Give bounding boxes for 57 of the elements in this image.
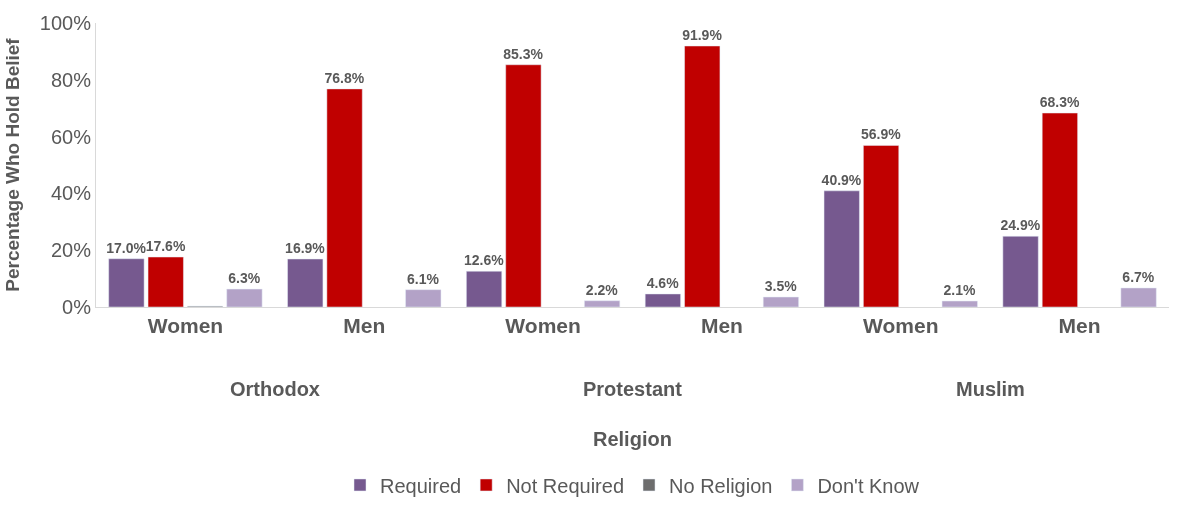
y-tick-label: 60% [50,125,92,148]
y-tick-label: 80% [50,68,92,91]
bar [326,88,363,307]
data-label: 4.6% [646,274,680,291]
x-tick-label: Women [147,314,224,338]
data-label: 17.6% [145,238,186,255]
data-label: 3.5% [764,278,798,295]
bar [466,270,503,307]
bar [941,300,978,307]
bar [684,45,721,307]
bar [108,258,145,307]
y-tick-label: 100% [39,12,92,34]
bar [405,289,442,307]
data-label: 16.9% [285,240,326,256]
data-label: 6.1% [407,270,440,287]
data-label: 17.0% [106,239,147,256]
data-label: 24.9% [1000,217,1041,234]
data-label: 12.6% [463,252,505,269]
data-label: 2.2% [585,281,619,298]
legend-label: Don't Know [817,474,920,497]
x-tick-label: Women [863,314,939,338]
y-tick-label: 40% [50,182,92,205]
bar [1120,287,1157,307]
y-tick-label: 0% [62,296,92,318]
legend-label: Required [380,474,462,497]
data-label: 40.9% [821,171,862,188]
data-label: 76.8% [324,69,365,86]
bar [584,300,621,307]
bar [823,190,860,307]
x-axis-title: Religion [593,428,672,450]
x-tick-label: Women [505,314,581,338]
x-tick-label: Men [1058,314,1101,338]
data-label: 56.9% [860,126,902,143]
bar [644,293,681,307]
data-label: 68.3% [1039,94,1081,111]
text: Orthodox [230,378,320,400]
y-axis-title: Percentage Who Hold Belief [1,37,23,292]
data-label: 2.1% [943,282,976,299]
data-label: 6.7% [1122,268,1155,285]
x-tick-label: Men [343,314,386,338]
bar [505,64,542,307]
bar [287,258,324,307]
bar [762,296,799,307]
data-label: 85.3% [503,45,544,62]
data-label: 91.9% [682,27,723,43]
bar [863,145,900,307]
y-tick-label: 20% [50,239,92,262]
bar [1002,236,1039,307]
data-label: 6.3% [228,270,261,287]
legend-label: Not Required [506,474,625,497]
bar [1041,112,1078,307]
text: Protestant [583,378,683,400]
bar [226,288,263,307]
legend-label: No Religion [669,474,773,497]
x-tick-label: Men [700,314,743,338]
text: Muslim [956,378,1025,400]
bar [147,256,184,307]
